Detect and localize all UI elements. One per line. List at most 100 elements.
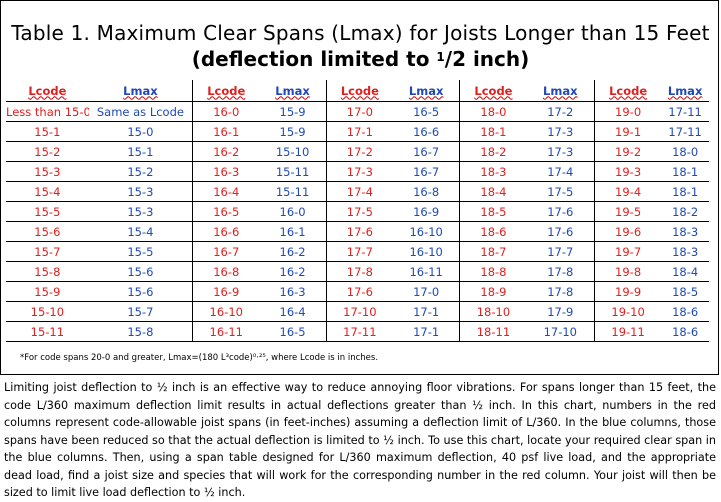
lcode-cell: 18-0 [459,101,527,122]
lcode-cell: 16-10 [192,301,260,322]
table-body: Less than 15-0 Same as Lcode 16-0 15-9 17-0 1… [6,101,709,342]
table-title-line1: Table 1. Maximum Clear Spans (Lmax) for … [11,21,710,45]
lcode-cell: 18-10 [459,301,527,322]
lmax-cell: 18-6 [661,321,709,342]
lmax-cell: 15-6 [88,261,193,282]
lcode-cell: 19-6 [593,221,662,242]
lcode-cell: 19-4 [593,181,662,202]
lmax-cell: 16-2 [259,241,327,262]
lmax-cell: 17-4 [526,161,595,182]
lmax-cell: 17-8 [526,261,595,282]
lcode-cell: 16-4 [192,181,260,202]
lcode-cell: 19-7 [593,241,662,262]
lcode-cell: 17-4 [325,181,393,202]
title-fraction-numerator: 1 [436,50,445,64]
lmax-cell: 17-11 [661,101,709,122]
lmax-cell: Same as Lcode [88,101,193,122]
lmax-cell: 17-6 [526,221,595,242]
lmax-cell: 15-5 [88,241,193,262]
title-line2-post: /2 inch) [444,47,530,71]
lmax-cell: 17-10 [526,321,595,342]
lmax-cell: 18-6 [661,301,709,322]
lmax-cell: 16-8 [393,181,460,202]
lmax-cell: 17-8 [526,281,595,302]
lcode-cell: 16-3 [192,161,260,182]
lcode-cell: 17-1 [325,121,393,142]
column-header: Lcode [192,80,260,102]
lcode-cell: 16-9 [192,281,260,302]
lcode-cell: 15-7 [6,241,89,262]
lmax-cell: 18-1 [661,181,709,202]
lcode-cell: 16-5 [192,201,260,222]
lcode-cell: 18-5 [459,201,527,222]
lcode-cell: 17-5 [325,201,393,222]
lcode-cell: 18-11 [459,321,527,342]
lcode-cell: 17-8 [325,261,393,282]
lmax-cell: 16-3 [259,281,327,302]
lmax-cell: 15-9 [259,101,327,122]
lcode-cell: 15-9 [6,281,89,302]
lcode-cell: 19-0 [593,101,662,122]
lcode-cell: 15-11 [6,321,89,342]
lcode-cell: 16-8 [192,261,260,282]
lcode-cell: 17-3 [325,161,393,182]
column-header: Lcode [6,80,89,102]
lcode-cell: 17-6 [325,221,393,242]
table-row: 15-7 15-5 16-7 16-2 17-7 16-10 18-7 17-7 19-7 18-… [6,241,709,262]
lmax-cell: 17-9 [526,301,595,322]
column-header: Lmax [393,80,460,102]
lcode-cell: 16-2 [192,141,260,162]
lcode-cell: 17-11 [325,321,393,342]
lmax-cell: 18-3 [661,221,709,242]
table-title-line2: (deflection limited to 1/2 inch) [0,46,721,72]
lmax-cell: 15-4 [88,221,193,242]
span-table: Lcode Lmax Lcode Lmax Lcode Lmax Lcode Lmax Lcod… [6,80,709,342]
column-header: Lmax [88,80,193,102]
lmax-cell: 17-11 [661,121,709,142]
lcode-cell: 15-10 [6,301,89,322]
lmax-cell: 16-7 [393,141,460,162]
lmax-cell: 16-4 [259,301,327,322]
lcode-cell: 19-5 [593,201,662,222]
lcode-cell: 18-9 [459,281,527,302]
lcode-cell: Less than 15-0 [6,101,89,122]
table-row: 15-11 15-8 16-11 16-5 17-11 17-1 18-11 17-10 19-… [6,321,709,342]
lmax-cell: 16-11 [393,261,460,282]
lmax-cell: 15-0 [88,121,193,142]
lmax-cell: 17-1 [393,301,460,322]
lmax-cell: 17-3 [526,141,595,162]
lcode-cell: 18-3 [459,161,527,182]
table-row: 15-6 15-4 16-6 16-1 17-6 16-10 18-6 17-6 19-6 18-… [6,221,709,242]
lmax-cell: 15-8 [88,321,193,342]
lmax-cell: 16-10 [393,241,460,262]
lmax-cell: 16-5 [393,101,460,122]
table-frame [0,0,719,375]
lmax-cell: 15-11 [259,161,327,182]
lcode-cell: 19-2 [593,141,662,162]
lcode-cell: 19-3 [593,161,662,182]
table-row: 15-8 15-6 16-8 16-2 17-8 16-11 18-8 17-8 19-8 18-… [6,261,709,282]
lcode-cell: 19-11 [593,321,662,342]
column-header: Lmax [259,80,327,102]
lcode-cell: 15-2 [6,141,89,162]
lcode-cell: 18-1 [459,121,527,142]
lmax-cell: 16-5 [259,321,327,342]
explanation-paragraph: Limiting joist deflection to ½ inch is a… [4,381,716,499]
lmax-cell: 15-9 [259,121,327,142]
lcode-cell: 17-2 [325,141,393,162]
column-header: Lcode [459,80,527,102]
column-header: Lcode [593,80,662,102]
column-header: Lmax [661,80,709,102]
lmax-cell: 18-4 [661,261,709,282]
lmax-cell: 17-5 [526,181,595,202]
lmax-cell: 18-1 [661,161,709,182]
lmax-cell: 17-2 [526,101,595,122]
column-header: Lcode [325,80,393,102]
table-row: 15-1 15-0 16-1 15-9 17-1 16-6 18-1 17-3 19-1 17-1… [6,121,709,142]
lmax-cell: 15-1 [88,141,193,162]
lmax-cell: 16-1 [259,221,327,242]
lcode-cell: 19-10 [593,301,662,322]
lmax-cell: 15-11 [259,181,327,202]
lmax-cell: 18-0 [661,141,709,162]
table-row: 15-2 15-1 16-2 15-10 17-2 16-7 18-2 17-3 19-2 18-… [6,141,709,162]
